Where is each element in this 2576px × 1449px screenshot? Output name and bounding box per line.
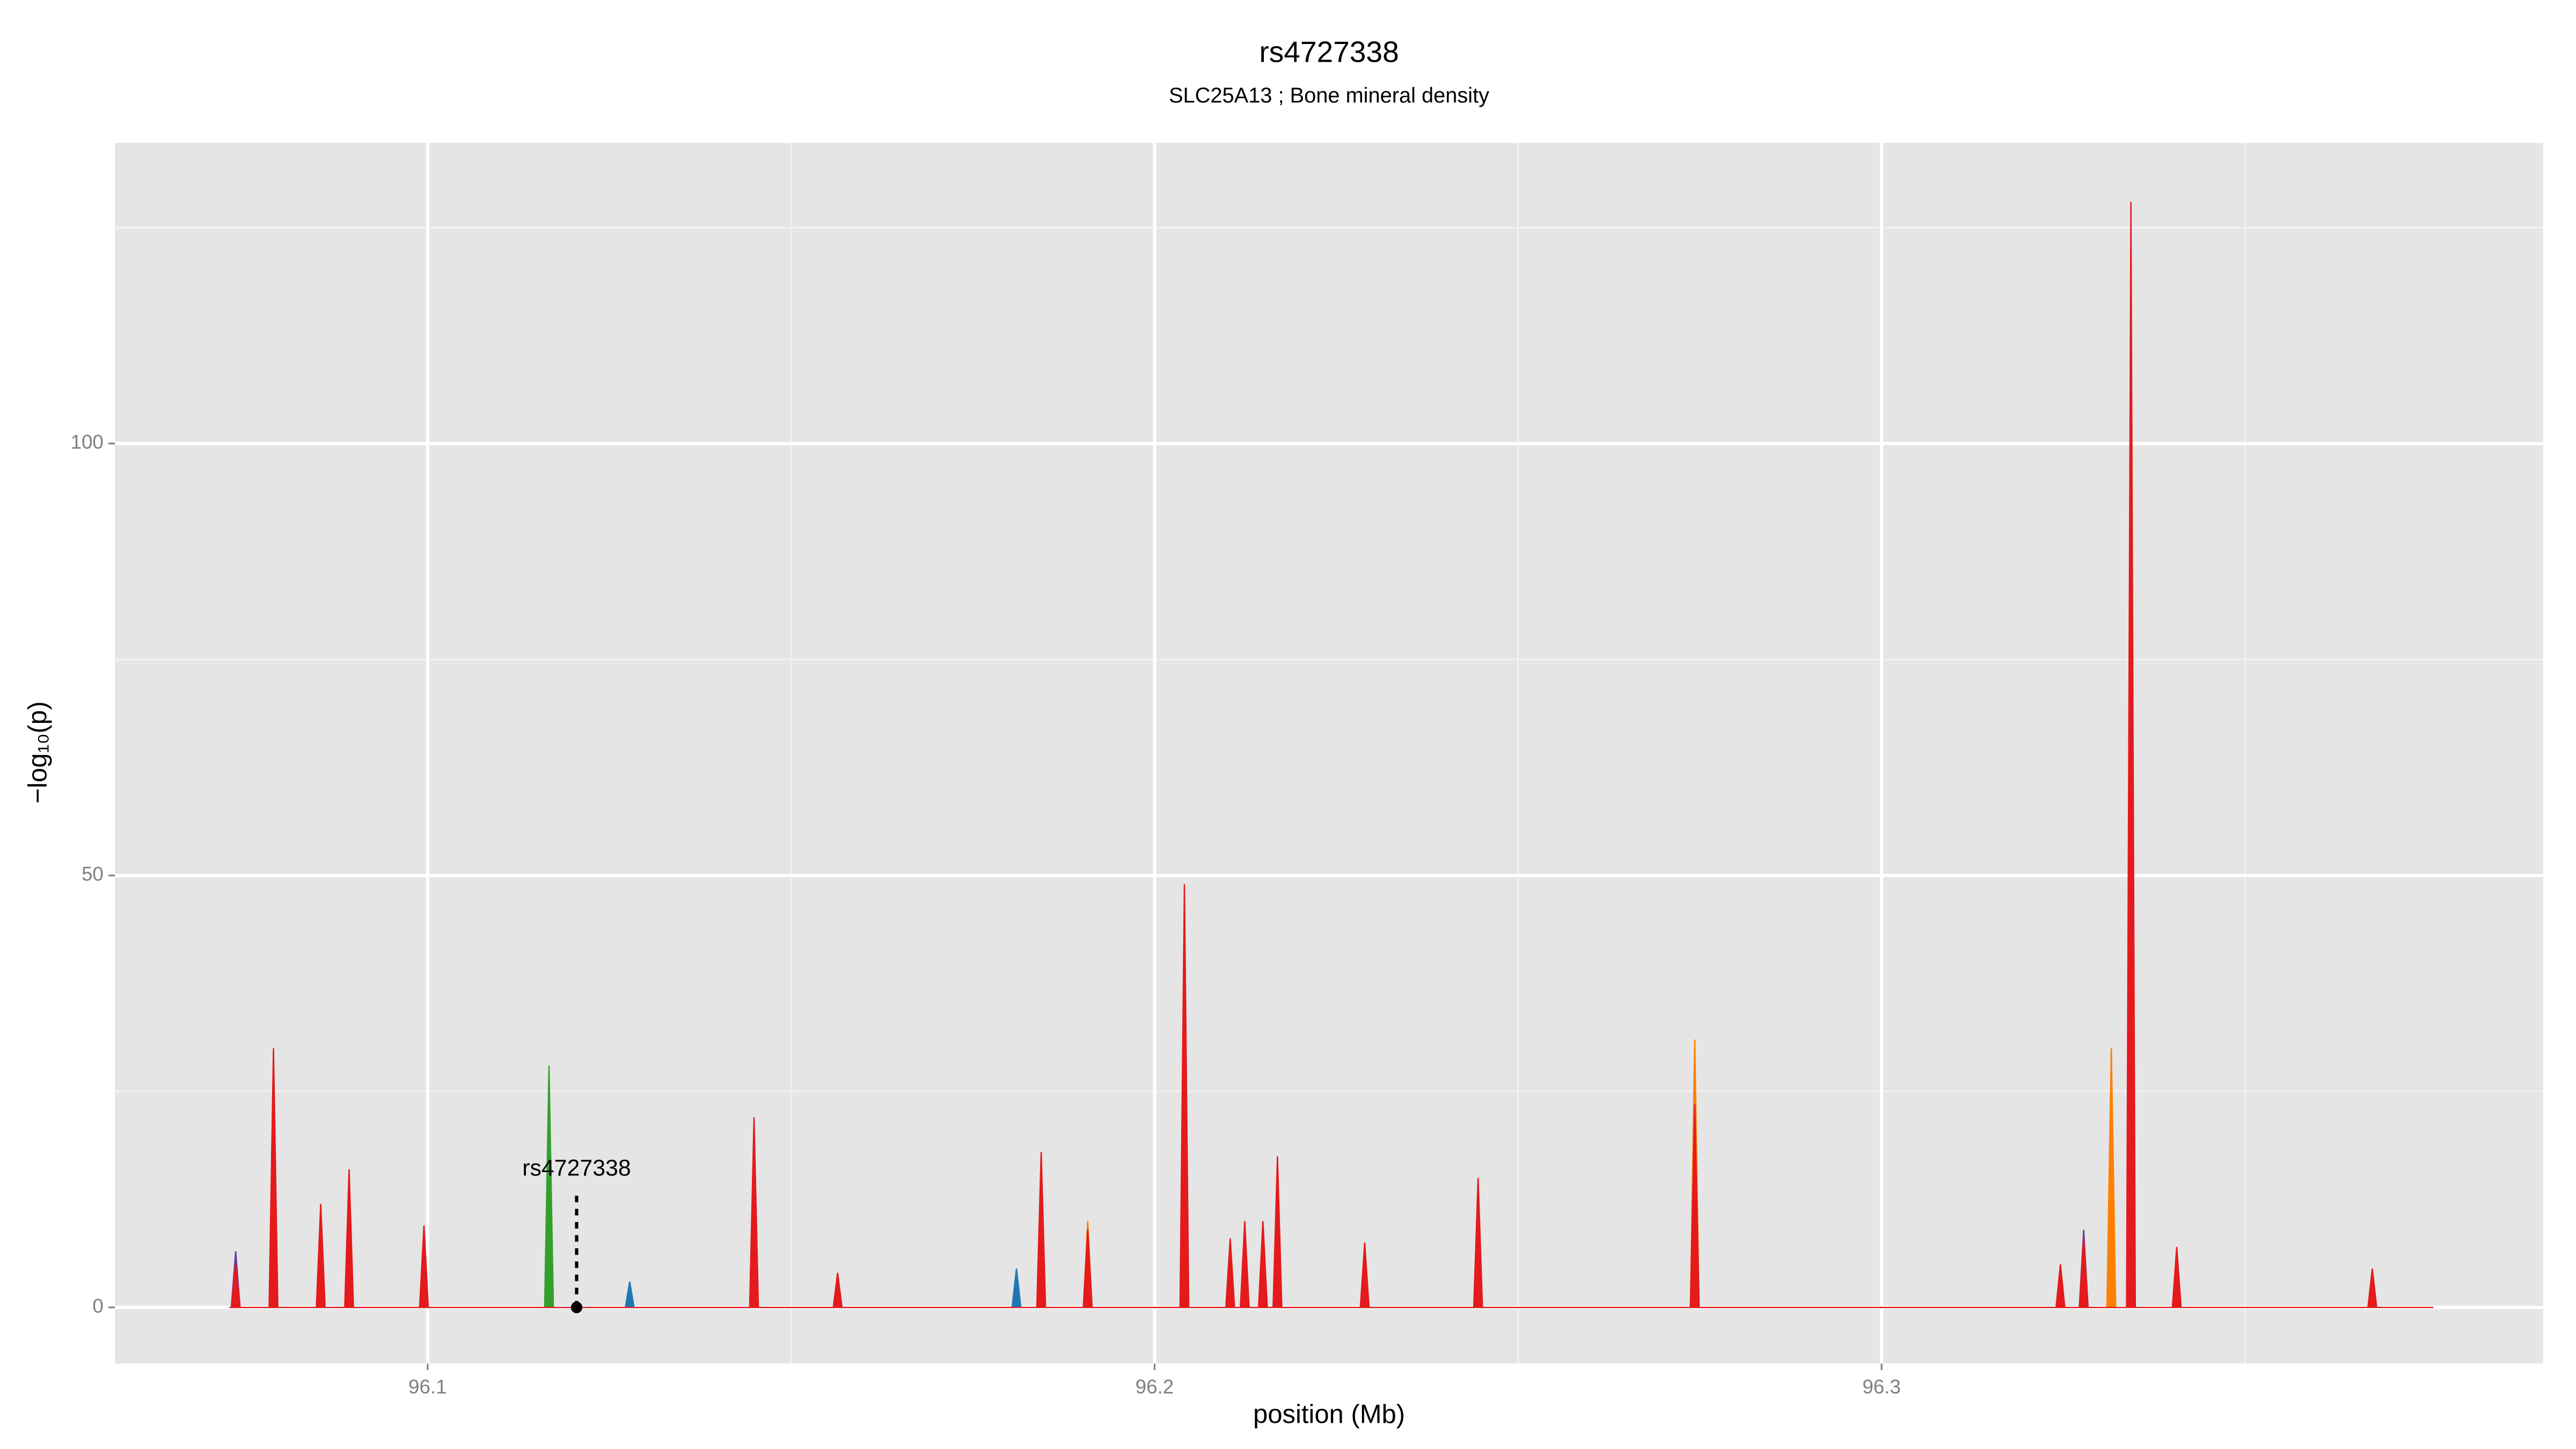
x-tick-label: 96.2	[1136, 1375, 1174, 1397]
chart-subtitle: SLC25A13 ; Bone mineral density	[1169, 84, 1489, 107]
area-series	[229, 201, 2434, 1308]
chart-title: rs4727338	[1259, 35, 1399, 69]
annotation-point	[570, 1301, 583, 1313]
plot-panel	[115, 143, 2543, 1364]
y-tick-label: 100	[71, 431, 104, 453]
x-tick-label: 96.3	[1862, 1375, 1900, 1397]
x-axis-title: position (Mb)	[1253, 1400, 1405, 1429]
y-tick-label: 0	[92, 1295, 103, 1317]
y-axis-title: −log₁₀(p)	[23, 701, 52, 804]
y-tick-label: 50	[82, 863, 104, 885]
annotation-label: rs4727338	[522, 1155, 631, 1181]
x-tick-label: 96.1	[408, 1375, 447, 1397]
